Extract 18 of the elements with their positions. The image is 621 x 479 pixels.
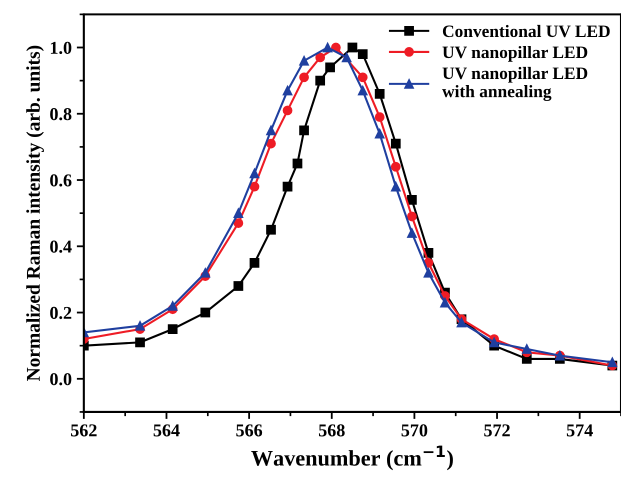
legend-label: UV nanopillar LED with annealing [442, 66, 588, 101]
y-tick-label: 0.2 [50, 306, 72, 320]
y-tick-label: 1.0 [50, 42, 72, 54]
x-tick-label: 570 [402, 424, 428, 436]
legend-label: Conventional UV LED [442, 24, 610, 38]
y-tick-label: 0.0 [50, 373, 72, 386]
x-tick-label: 568 [318, 424, 345, 436]
x-tick-label: 562 [71, 424, 97, 436]
x-tick-label: 572 [484, 424, 510, 436]
x-tick-label: 564 [154, 424, 180, 436]
x-tick-label: 566 [236, 424, 262, 436]
y-tick-label: 0.6 [50, 174, 72, 187]
x-tick-label: 574 [566, 424, 593, 436]
y-tick-label: 0.8 [50, 108, 72, 120]
x-axis-title: Wavenumber (cm$^{−1}$) [251, 446, 453, 470]
legend-label: UV nanopillar LED [442, 46, 588, 62]
y-axis-title: Normalized Raman intensity (arb. units) [26, 46, 44, 382]
y-tick-label: 0.4 [50, 240, 72, 253]
